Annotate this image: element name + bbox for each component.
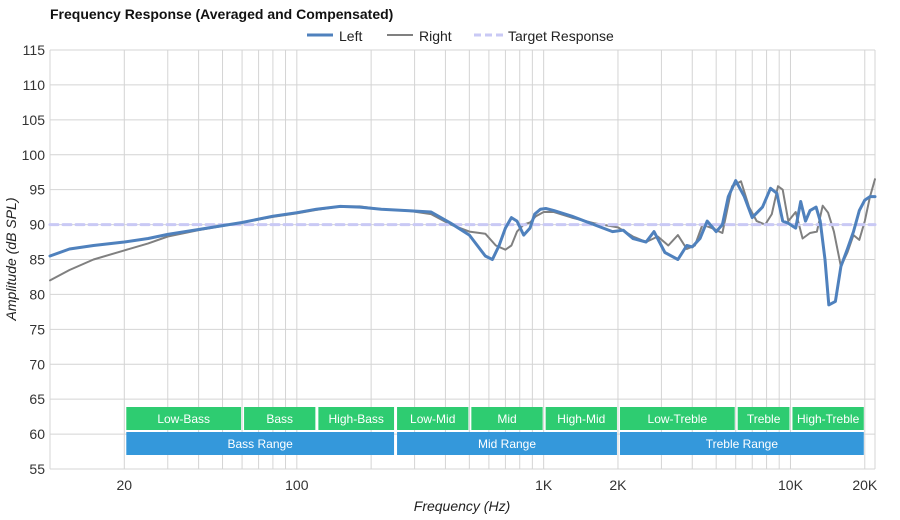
x-tick-label-20K: 20K — [852, 477, 878, 493]
legend-label-target: Target Response — [508, 28, 614, 44]
band-bass-range — [126, 432, 395, 455]
band-label-treble: Treble — [747, 412, 781, 426]
series-line-left — [48, 179, 877, 307]
band-label-high-mid: High-Mid — [557, 412, 605, 426]
band-label-low-mid: Low-Mid — [410, 412, 455, 426]
band-treble — [737, 407, 790, 430]
y-tick-label-80: 80 — [29, 286, 45, 302]
y-tick-label-95: 95 — [29, 182, 45, 198]
legend-label-left: Left — [339, 28, 362, 44]
x-tick-label-10K: 10K — [778, 477, 804, 493]
band-label-low-bass: Low-Bass — [157, 412, 210, 426]
y-tick-label-115: 115 — [23, 42, 46, 58]
band-label-low-treble: Low-Treble — [648, 412, 708, 426]
x-tick-label-2K: 2K — [609, 477, 627, 493]
legend: Left Right Target Response — [307, 28, 614, 44]
y-axis-label: Amplitude (dB SPL) — [3, 198, 19, 322]
band-high-mid — [545, 407, 617, 430]
band-label-mid: Mid — [497, 412, 516, 426]
band-low-bass — [126, 407, 242, 430]
series-lines — [48, 178, 877, 307]
y-tick-label-70: 70 — [29, 356, 45, 372]
band-high-treble — [792, 407, 864, 430]
band-treble-range — [619, 432, 864, 455]
band-label-treble-range: Treble Range — [706, 437, 779, 451]
y-axis-ticks: 115 110 105 100 95 90 85 80 75 70 65 60 55 — [22, 42, 46, 477]
x-tick-label-20: 20 — [117, 477, 133, 493]
y-tick-label-105: 105 — [22, 112, 46, 128]
band-mid — [471, 407, 543, 430]
band-label-bass: Bass — [266, 412, 293, 426]
legend-label-right: Right — [419, 28, 452, 44]
x-axis-label: Frequency (Hz) — [414, 498, 510, 514]
y-tick-label-65: 65 — [29, 391, 45, 407]
y-tick-label-75: 75 — [29, 321, 45, 337]
y-tick-label-85: 85 — [29, 252, 45, 268]
band-label-high-treble: High-Treble — [797, 412, 860, 426]
y-tick-label-55: 55 — [29, 461, 45, 477]
band-label-high-bass: High-Bass — [329, 412, 384, 426]
band-high-bass — [318, 407, 395, 430]
frequency-bands: Low-Bass Bass High-Bass Low-Mid Mid High-Mid L… — [126, 407, 864, 455]
y-tick-label-60: 60 — [29, 426, 45, 442]
band-low-treble — [619, 407, 735, 430]
band-low-mid — [397, 407, 469, 430]
band-bass — [244, 407, 316, 430]
y-tick-label-110: 110 — [23, 77, 46, 93]
x-tick-label-1K: 1K — [535, 477, 553, 493]
band-label-mid-range: Mid Range — [478, 437, 536, 451]
x-axis-ticks: 20 100 1K 2K 10K 20K — [117, 477, 878, 493]
chart-grid — [49, 49, 876, 470]
chart-title: Frequency Response (Averaged and Compens… — [50, 6, 393, 22]
y-tick-label-100: 100 — [22, 147, 46, 163]
band-label-bass-range: Bass Range — [227, 437, 293, 451]
band-mid-range — [397, 432, 617, 455]
y-tick-label-90: 90 — [29, 217, 45, 233]
x-tick-label-100: 100 — [285, 477, 309, 493]
